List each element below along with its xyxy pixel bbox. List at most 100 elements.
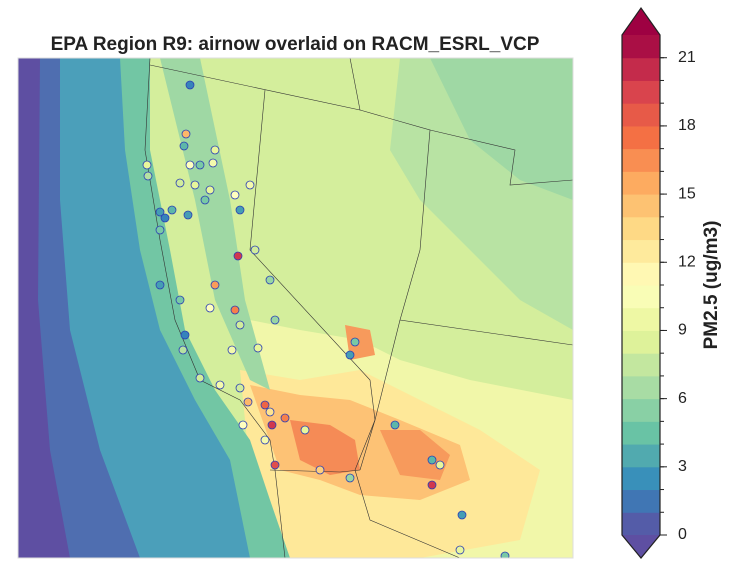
station bbox=[427, 455, 437, 465]
colorbar-band bbox=[622, 262, 660, 286]
colorbar-band bbox=[622, 239, 660, 263]
colorbar: 0 3 6 9 12 15 18 21 bbox=[621, 6, 696, 559]
colorbar-band bbox=[622, 466, 660, 491]
station bbox=[435, 460, 445, 470]
colorbar-band bbox=[622, 512, 660, 536]
colorbar-tick-label: 18 bbox=[678, 117, 696, 134]
station bbox=[175, 295, 185, 305]
station bbox=[215, 380, 225, 390]
station bbox=[200, 195, 210, 205]
station bbox=[227, 345, 237, 355]
station bbox=[180, 330, 190, 340]
contour bbox=[380, 430, 450, 480]
colorbar-tick-label: 0 bbox=[678, 526, 687, 543]
station bbox=[390, 420, 400, 430]
colorbar-band bbox=[622, 353, 660, 377]
station bbox=[500, 551, 510, 558]
colorbar-band bbox=[622, 125, 660, 150]
colorbar-band bbox=[622, 489, 660, 513]
stations bbox=[142, 80, 510, 558]
station bbox=[230, 305, 240, 315]
station bbox=[178, 345, 188, 355]
contour bbox=[290, 420, 360, 475]
colorbar-band bbox=[622, 171, 660, 195]
colorbar-band bbox=[622, 421, 660, 445]
station bbox=[253, 343, 263, 353]
colorbar-label: PM2.5 (ug/m3) bbox=[701, 221, 722, 350]
colorbar-band bbox=[622, 398, 660, 422]
colorbar-band bbox=[622, 35, 660, 59]
colorbar-tick-label: 9 bbox=[678, 322, 687, 339]
colorbar-band bbox=[622, 307, 660, 331]
station bbox=[195, 373, 205, 383]
station bbox=[183, 210, 193, 220]
contour bbox=[160, 58, 270, 390]
station bbox=[210, 145, 220, 155]
map-frame bbox=[17, 57, 574, 559]
station bbox=[181, 129, 191, 139]
station bbox=[205, 185, 215, 195]
colorbar-band bbox=[622, 444, 660, 468]
station bbox=[185, 160, 195, 170]
station bbox=[235, 320, 245, 330]
station bbox=[265, 407, 275, 417]
station bbox=[143, 171, 153, 181]
station bbox=[208, 158, 218, 168]
colorbar-band bbox=[622, 80, 660, 104]
station bbox=[427, 480, 437, 490]
station bbox=[167, 205, 177, 215]
station bbox=[155, 207, 165, 217]
station bbox=[455, 545, 465, 555]
station bbox=[235, 205, 245, 215]
colorbar-band bbox=[622, 285, 660, 309]
station bbox=[233, 251, 243, 261]
station bbox=[245, 180, 255, 190]
station bbox=[260, 435, 270, 445]
station bbox=[280, 413, 290, 423]
colorbar-tick-label: 15 bbox=[678, 185, 696, 202]
colorbar-band bbox=[622, 148, 660, 172]
station bbox=[265, 275, 275, 285]
station bbox=[457, 510, 467, 520]
station bbox=[350, 337, 360, 347]
contour bbox=[345, 325, 375, 360]
station bbox=[345, 350, 355, 360]
station bbox=[185, 80, 195, 90]
colorbar-band bbox=[622, 57, 660, 81]
station bbox=[270, 315, 280, 325]
colorbar-tick-label: 21 bbox=[678, 49, 696, 66]
station bbox=[235, 383, 245, 393]
contour bbox=[430, 58, 573, 200]
station bbox=[160, 213, 170, 223]
colorbar-band bbox=[622, 375, 660, 400]
station bbox=[315, 465, 325, 475]
station bbox=[230, 190, 240, 200]
station bbox=[205, 303, 215, 313]
station bbox=[345, 473, 355, 483]
station bbox=[179, 141, 189, 151]
station bbox=[210, 280, 220, 290]
station bbox=[155, 225, 165, 235]
colorbar-band bbox=[622, 194, 660, 218]
station bbox=[190, 180, 200, 190]
colorbar-tick-label: 6 bbox=[678, 390, 687, 407]
station bbox=[270, 460, 280, 470]
station bbox=[155, 280, 165, 290]
colorbar-tick-label: 3 bbox=[678, 458, 687, 475]
map bbox=[18, 58, 573, 558]
colorbar-tick-label: 12 bbox=[678, 253, 696, 270]
colorbar-band bbox=[622, 330, 660, 354]
station bbox=[142, 160, 152, 170]
station bbox=[300, 425, 310, 435]
station bbox=[195, 160, 205, 170]
station bbox=[175, 178, 185, 188]
station bbox=[267, 420, 277, 430]
station bbox=[243, 397, 253, 407]
colorbar-extend bbox=[622, 8, 660, 35]
chart-title: EPA Region R9: airnow overlaid on RACM_E… bbox=[51, 34, 540, 55]
colorbar-band bbox=[622, 103, 660, 127]
ocean-contour bbox=[18, 58, 70, 558]
station bbox=[250, 245, 260, 255]
